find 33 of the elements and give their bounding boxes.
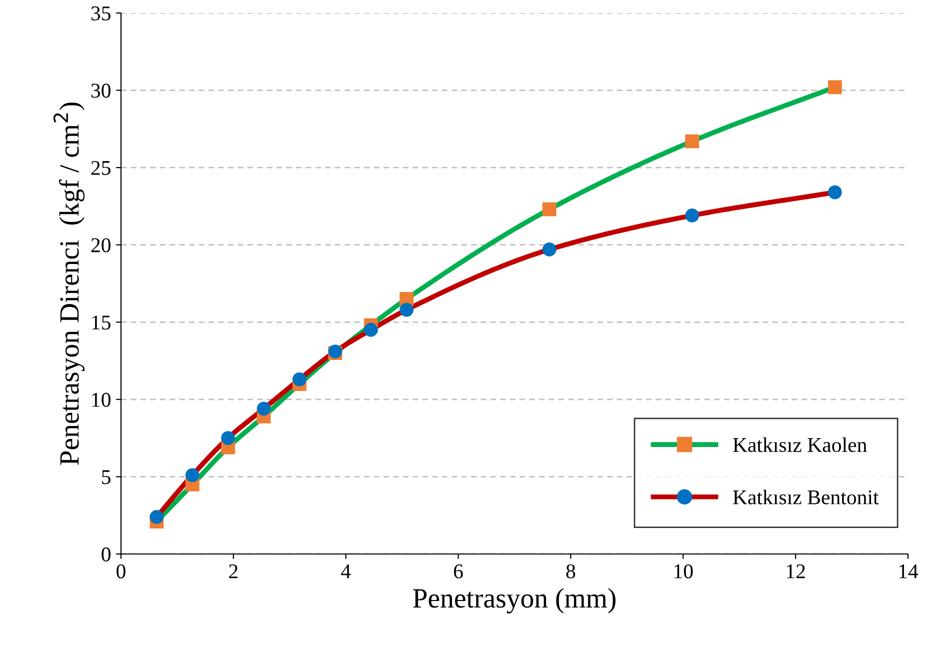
point <box>400 302 414 317</box>
y-axis-title: Penetrasyon Direnci (kgf / cm$^{2}$) <box>54 102 85 465</box>
y-tick-label: 5 <box>102 470 110 484</box>
x-tick-label: 0 <box>116 564 126 578</box>
y-tick-label: 30 <box>91 84 110 98</box>
point <box>828 185 842 200</box>
point <box>150 510 164 524</box>
x-tick-label: 14 <box>899 564 918 578</box>
point <box>828 80 842 94</box>
point <box>185 468 200 482</box>
point <box>685 134 700 148</box>
point <box>542 242 556 256</box>
y-tick-label: 15 <box>92 316 110 330</box>
y-tick-label: 35 <box>91 6 110 20</box>
point <box>292 372 306 386</box>
point <box>221 431 236 446</box>
x-tick-label: 6 <box>454 564 463 578</box>
point <box>256 402 271 416</box>
x-tick-label: 8 <box>566 564 576 578</box>
legend-label: Katkısız Bentonit <box>733 490 879 504</box>
y-tick-label: 10 <box>92 392 110 407</box>
y-tick-label: 0 <box>102 547 110 562</box>
x-axis-title: Penetrasyon (mm) <box>413 588 616 614</box>
point <box>364 322 378 337</box>
legend-label: Katkısız Kaolen <box>733 437 867 452</box>
point <box>542 202 556 216</box>
x-tick-label: 12 <box>786 564 805 578</box>
point <box>685 208 700 222</box>
y-tick-label: 25 <box>91 161 110 176</box>
x-tick-label: 2 <box>229 564 238 578</box>
x-tick-label: 4 <box>341 564 351 578</box>
x-tick-label: 10 <box>674 564 693 578</box>
y-tick-label: 20 <box>91 238 110 252</box>
